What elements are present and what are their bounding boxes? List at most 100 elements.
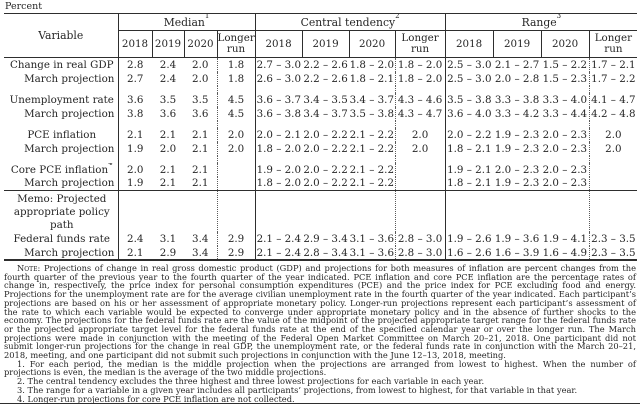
table-spacer-row <box>4 155 638 163</box>
table-cell: 2.1 <box>192 142 209 155</box>
table-cell: 2.4 <box>159 58 177 71</box>
variable-label: March projection <box>24 246 115 259</box>
table-cell <box>394 176 446 191</box>
table-cell: 1.9 – 2.1 <box>444 162 494 177</box>
table-cell: 2.0 <box>216 127 256 142</box>
median-section-header: Median1 <box>117 13 256 31</box>
projections-table: Variable Median1 Central tendency2 Range… <box>4 13 638 261</box>
table-cell: 3.6 <box>192 107 209 120</box>
table-cell: 3.4 – 3.7 <box>349 93 395 106</box>
median-footnote-marker: 1 <box>204 13 210 20</box>
table-cell: 3.6 – 4.0 <box>444 106 494 121</box>
year-header: 2020 <box>348 30 396 58</box>
table-cell: 2.1 <box>159 163 177 176</box>
table-cell: 2.3 – 3.5 <box>588 246 638 260</box>
table-cell: 1.9 – 2.3 <box>494 128 540 141</box>
table-cell: 2.1 – 2.7 <box>494 58 540 71</box>
table-cell: 4.2 – 4.8 <box>588 106 638 121</box>
page-bottom-rule <box>0 403 640 404</box>
variable-label: Unemployment rate <box>9 93 114 106</box>
table-cell <box>216 162 256 177</box>
table-cell: 1.5 – 2.3 <box>542 72 588 85</box>
footnote-2: 2. The central tendency excludes the thr… <box>17 376 485 387</box>
table-spacer-row <box>4 85 638 93</box>
table-row-unemployment-march: March projection 3.8 3.6 3.6 4.5 3.6 – 3… <box>4 106 638 121</box>
median-label: Median <box>163 15 205 29</box>
section-header-row: Variable Median1 Central tendency2 Range… <box>4 13 638 42</box>
table-cell: 2.0 <box>588 127 638 142</box>
table-cell: 2.0 – 2.2 <box>303 177 348 190</box>
table-cell: 3.6 – 3.7 <box>254 92 303 107</box>
footnote-1: 1. For each period, the median is the mi… <box>4 358 636 378</box>
table-cell: 2.1 – 2.2 <box>349 163 395 176</box>
year-header: 2020 <box>540 30 590 58</box>
footnote-3: 3. The range for a variable in a given y… <box>17 384 578 395</box>
memo-row: Memo: Projected appropriate policy path <box>4 190 638 232</box>
table-cell: 2.8 – 3.4 <box>303 246 348 259</box>
table-cell: 1.8 <box>216 71 256 86</box>
table-cell: 1.6 – 2.6 <box>444 246 494 260</box>
table-row-gdp: Change in real GDP 2.8 2.4 2.0 1.8 2.7 –… <box>4 57 638 72</box>
table-cell: 3.3 – 4.4 <box>542 107 588 120</box>
table-cell: 2.9 <box>159 246 177 259</box>
table-row-pce-inflation-march: March projection 1.9 2.0 2.1 2.0 1.8 – 2… <box>4 141 638 156</box>
table-cell: 2.0 – 2.3 <box>542 177 588 190</box>
table-cell: 2.0 <box>192 58 209 71</box>
table-cell: 1.9 <box>117 176 152 191</box>
table-cell: 2.1 – 2.2 <box>349 177 395 190</box>
table-cell: 1.6 – 3.9 <box>494 246 540 259</box>
table-spacer-row <box>4 120 638 128</box>
variable-label: Federal funds rate <box>13 233 110 245</box>
table-cell: 4.1 – 4.7 <box>588 92 638 107</box>
year-header: 2018 <box>117 30 152 58</box>
table-row-core-pce-inflation: Core PCE inflation4 2.0 2.1 2.1 1.9 – 2.… <box>4 162 638 177</box>
table-cell: 1.7 – 2.2 <box>588 71 638 86</box>
table-cell: 4.5 <box>216 92 256 107</box>
table-cell <box>588 176 638 191</box>
variable-label: March projection <box>24 177 115 190</box>
table-cell: 2.3 – 3.5 <box>588 232 638 246</box>
table-cell: 1.9 – 2.3 <box>494 142 540 155</box>
table-cell: 1.6 – 4.9 <box>542 246 588 259</box>
table-cell: 3.1 – 3.6 <box>349 246 395 259</box>
year-header: 2020 <box>183 30 217 58</box>
table-cell: 1.8 – 2.0 <box>394 57 446 72</box>
table-cell: 1.8 – 2.0 <box>394 71 446 86</box>
table-cell: 1.8 – 2.0 <box>254 141 303 156</box>
table-cell: 1.5 – 2.2 <box>542 58 588 71</box>
table-cell: 2.0 – 2.3 <box>542 142 588 155</box>
table-cell: 2.0 – 2.2 <box>303 142 348 155</box>
table-cell: 2.9 <box>216 232 256 246</box>
table-cell: 2.1 <box>159 128 177 141</box>
table-cell: 1.7 – 2.1 <box>588 57 638 72</box>
variable-label: PCE inflation <box>27 128 97 141</box>
footnote-4: 4. Longer-run projections for core PCE i… <box>17 393 295 404</box>
table-cell: 2.1 <box>117 246 152 260</box>
table-cell: 1.9 – 4.1 <box>542 233 588 245</box>
table-cell: 1.9 <box>117 141 152 156</box>
table-cell: 3.4 – 3.7 <box>303 107 348 120</box>
range-footnote-marker: 3 <box>556 13 562 20</box>
variable-label: March projection <box>24 72 115 85</box>
table-cell: 3.5 <box>192 93 209 106</box>
table-cell: 3.6 <box>159 107 177 120</box>
table-cell <box>394 162 446 177</box>
table-cell: 3.5 – 3.8 <box>349 107 395 120</box>
table-cell: 2.5 – 3.0 <box>444 57 494 72</box>
table-cell: 2.0 – 2.2 <box>303 128 348 141</box>
table-row-federal-funds-rate-march: March projection 2.1 2.9 3.4 2.9 2.1 – 2… <box>4 246 638 260</box>
table-cell: 2.1 <box>117 127 152 142</box>
table-row-gdp-march: March projection 2.7 2.4 2.0 1.8 2.6 – 3… <box>4 71 638 86</box>
table-cell: 1.8 <box>216 57 256 72</box>
table-cell: 2.7 – 3.0 <box>254 57 303 72</box>
table-cell: 2.0 <box>394 141 446 156</box>
year-header-row: 2018 2019 2020 Longer run 2018 2019 2020… <box>4 30 638 58</box>
table-cell: 3.4 <box>192 246 209 259</box>
table-cell: 2.1 – 2.4 <box>254 232 303 246</box>
variable-label: Core PCE inflation4 <box>4 163 118 177</box>
table-cell: 2.9 – 3.4 <box>303 233 348 245</box>
table-cell: 3.3 – 3.8 <box>494 93 540 106</box>
table-cell: 2.6 – 3.0 <box>254 71 303 86</box>
table-cell: 2.2 – 2.6 <box>303 58 348 71</box>
